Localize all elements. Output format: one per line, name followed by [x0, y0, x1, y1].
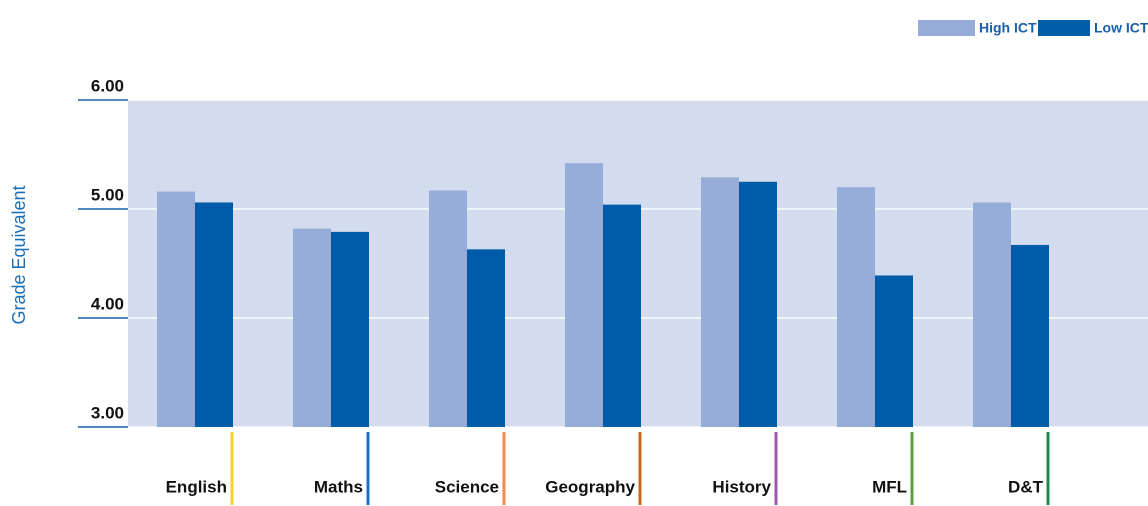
bar	[1011, 244, 1049, 427]
bar	[739, 181, 777, 427]
legend-label: High ICT	[979, 20, 1037, 36]
x-tick-label: Geography	[545, 477, 635, 496]
bar	[875, 275, 913, 427]
bar	[331, 231, 369, 427]
y-tick-label: 4.00	[91, 294, 124, 313]
legend-swatch	[1038, 20, 1090, 36]
x-tick-label: Science	[435, 477, 499, 496]
legend-swatch	[918, 20, 975, 36]
y-tick-label: 6.00	[91, 76, 124, 95]
bar	[565, 163, 603, 427]
bar	[701, 177, 739, 427]
bar	[467, 249, 505, 427]
bar	[973, 202, 1011, 427]
x-tick-label: History	[712, 477, 771, 496]
y-tick-label: 5.00	[91, 185, 124, 204]
bar	[195, 202, 233, 427]
bar	[293, 228, 331, 427]
bar	[429, 190, 467, 427]
bar	[157, 191, 195, 427]
y-tick-label: 3.00	[91, 403, 124, 422]
x-tick-label: MFL	[872, 477, 907, 496]
legend-label: Low ICT	[1094, 20, 1148, 36]
y-axis-title: Grade Equivalent	[9, 185, 29, 324]
x-tick-label: D&T	[1008, 477, 1044, 496]
x-tick-label: Maths	[314, 477, 363, 496]
x-tick-label: English	[166, 477, 227, 496]
bar	[603, 204, 641, 427]
bar	[837, 187, 875, 427]
